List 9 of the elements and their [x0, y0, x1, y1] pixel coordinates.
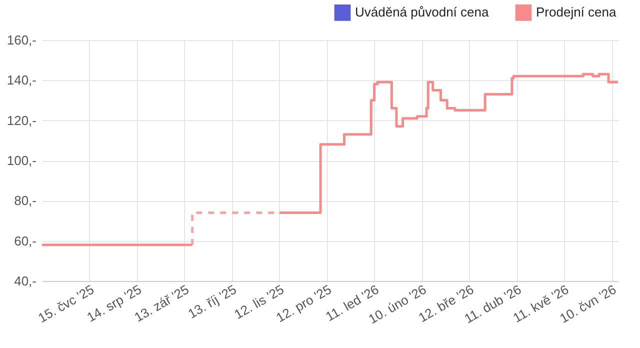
y-tick-label: 160,-	[6, 32, 36, 48]
y-tick-label: 40,-	[14, 274, 36, 288]
y-tick-label: 60,-	[14, 233, 36, 248]
legend-label: Uváděná původní cena	[355, 4, 490, 20]
y-tick-label: 100,-	[6, 153, 36, 168]
legend-label: Prodejní cena	[536, 4, 617, 20]
y-tick-label: 120,-	[6, 112, 36, 128]
y-tick-label: 80,-	[14, 193, 36, 208]
y-tick-label: 140,-	[6, 72, 36, 88]
